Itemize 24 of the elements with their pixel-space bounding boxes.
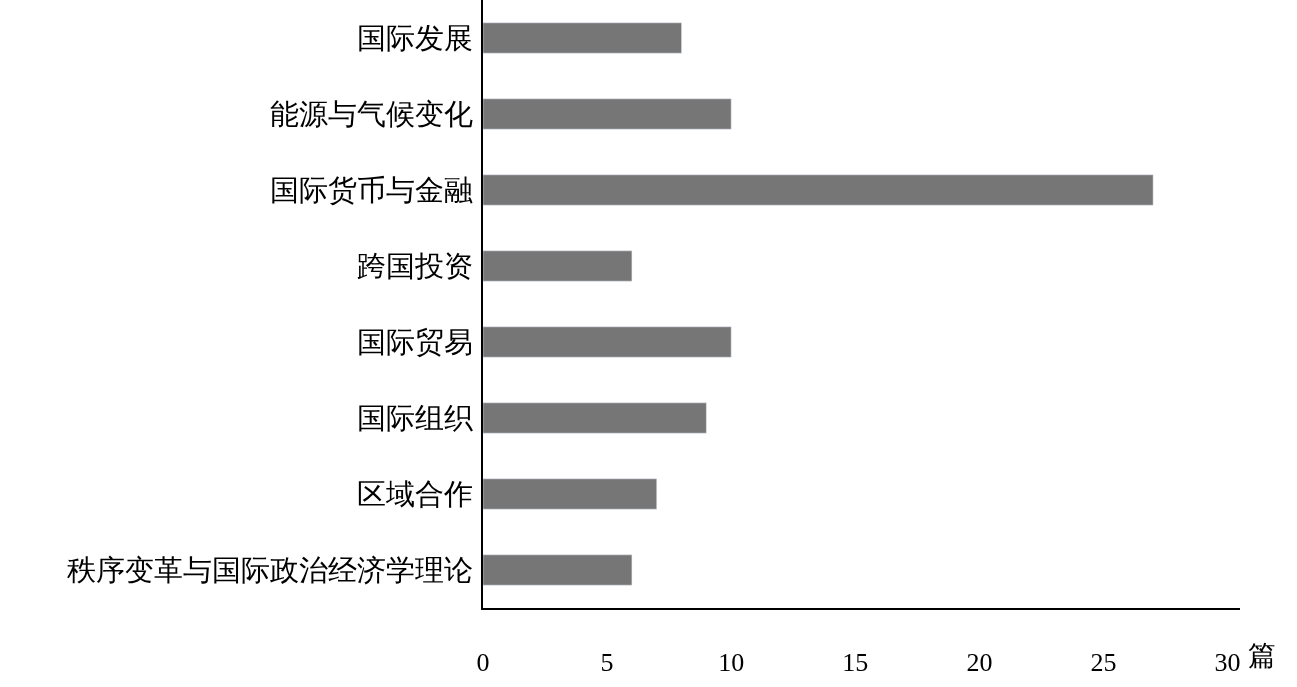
y-tick-label: 秩序变革与国际政治经济学理论 [67,554,474,587]
y-tick-label: 区域合作 [357,478,474,511]
bar [483,326,732,358]
bar [483,98,732,130]
bar [483,174,1154,206]
x-tick-label: 15 [842,647,869,677]
y-tick-label: 能源与气候变化 [270,98,474,131]
y-tick-label: 国际发展 [357,22,474,55]
x-tick-label: 20 [966,647,993,677]
y-tick-label: 国际组织 [357,402,474,435]
bar [483,22,682,54]
y-tick-label: 国际贸易 [357,326,474,359]
x-tick-label: 30 [1214,647,1241,677]
x-axis-title: 篇 [1248,640,1276,671]
bar [483,554,633,586]
x-tick-label: 5 [600,647,614,677]
x-tick-label: 0 [476,647,490,677]
bar [483,402,707,434]
y-tick-label: 国际货币与金融 [270,174,474,207]
x-tick-label: 25 [1090,647,1117,677]
x-tick-label: 10 [718,647,745,677]
y-tick-label: 跨国投资 [357,250,474,283]
bar [483,250,633,282]
bar [483,478,657,510]
